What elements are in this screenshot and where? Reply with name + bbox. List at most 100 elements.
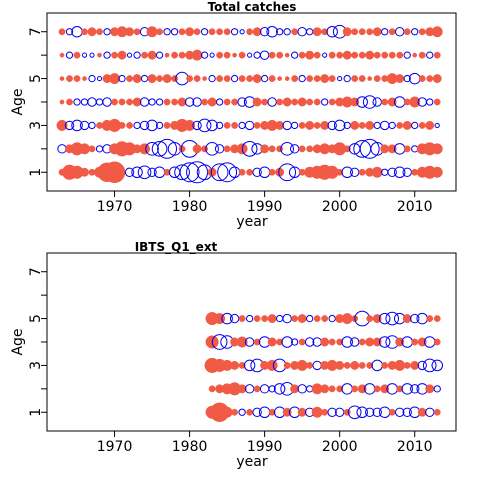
residual-bubble [312, 360, 322, 371]
residual-bubble [206, 119, 218, 132]
residual-bubble [341, 166, 353, 179]
residual-bubble [433, 408, 441, 416]
residual-bubble [171, 51, 178, 59]
residual-bubble [177, 97, 187, 107]
residual-bubble [252, 167, 262, 177]
residual-bubble [163, 168, 171, 176]
residual-bubble [260, 144, 270, 154]
residual-bubble [221, 406, 233, 418]
residual-bubble [139, 120, 150, 131]
residual-bubble [333, 119, 346, 132]
x-axis-label: year [236, 454, 267, 470]
residual-bubble [388, 121, 396, 130]
residual-bubble [215, 121, 224, 130]
residual-bubble [231, 98, 239, 106]
residual-bubble [156, 75, 163, 82]
residual-bubble [356, 96, 368, 108]
residual-bubble [259, 27, 270, 37]
residual-bubble [356, 406, 368, 419]
residual-bubble [118, 98, 126, 106]
residual-bubble [351, 28, 359, 36]
residual-bubble [252, 97, 262, 107]
residual-bubble [209, 52, 215, 58]
residual-bubble [417, 337, 427, 347]
residual-bubble [59, 99, 65, 105]
residual-bubble [422, 358, 437, 373]
residual-bubble [223, 98, 231, 106]
residual-bubble [283, 362, 291, 369]
residual-bubble [80, 98, 89, 106]
residual-bubble [341, 336, 353, 348]
residual-bubble [126, 122, 133, 129]
residual-bubble [126, 98, 133, 106]
residual-bubble [205, 142, 219, 156]
y-tick-label: 7 [28, 267, 44, 276]
residual-bubble [388, 408, 396, 416]
residual-bubble [297, 384, 307, 394]
residual-bubble [312, 27, 322, 37]
residual-bubble [184, 97, 195, 107]
residual-bubble [126, 75, 133, 82]
residual-bubble [321, 28, 329, 36]
residual-bubble [418, 28, 426, 36]
residual-bubble [313, 98, 321, 106]
residual-bubble [178, 145, 186, 153]
residual-bubble [402, 407, 412, 417]
residual-bubble [87, 27, 97, 37]
residual-bubble [313, 122, 321, 129]
residual-bubble [103, 28, 111, 36]
residual-bubble [298, 74, 306, 83]
residual-bubble [322, 52, 328, 58]
residual-bubble [131, 166, 143, 179]
residual-bubble [253, 385, 261, 393]
residual-bubble [170, 28, 179, 36]
y-tick-label: 3 [28, 121, 44, 130]
residual-bubble [201, 145, 208, 153]
residual-bubble [81, 28, 88, 36]
residual-bubble [236, 336, 248, 348]
residual-bubble [425, 407, 435, 417]
residual-bubble [385, 311, 400, 326]
residual-bubble [246, 75, 254, 82]
residual-bubble [282, 97, 292, 107]
residual-bubble [381, 28, 389, 36]
residual-bubble [185, 27, 195, 37]
residual-bubble [238, 168, 246, 176]
residual-bubble [147, 50, 157, 60]
residual-bubble [253, 315, 261, 322]
residual-bubble [275, 28, 284, 36]
residual-bubble [412, 52, 418, 58]
residual-bubble [73, 75, 81, 82]
residual-bubble [387, 167, 397, 177]
residual-bubble [403, 51, 411, 59]
residual-bubble [184, 119, 196, 131]
residual-bubble [432, 74, 442, 84]
chart-title: IBTS_Q1_ext [135, 240, 218, 255]
residual-bubble [246, 28, 254, 36]
residual-bubble [366, 28, 374, 36]
residual-bubble [238, 315, 246, 322]
residual-bubble [343, 362, 351, 369]
residual-bubble [395, 74, 405, 84]
bubble-layer [56, 24, 443, 184]
residual-bubble [297, 314, 307, 324]
residual-bubble [64, 120, 75, 131]
residual-bubble [244, 120, 255, 131]
residual-bubble [237, 97, 247, 107]
residual-bubble [252, 27, 262, 37]
residual-bubble [214, 144, 225, 154]
residual-bubble [276, 98, 284, 106]
residual-bubble [426, 75, 434, 82]
residual-bubble [372, 97, 382, 107]
residual-bubble [208, 28, 216, 36]
residual-bubble [378, 336, 391, 348]
residual-bubble [372, 337, 382, 347]
residual-bubble [171, 98, 178, 106]
x-axis: 1970 1980 1990 2000 2010 [97, 191, 433, 215]
residual-bubble [357, 384, 367, 394]
residual-bubble [320, 384, 330, 394]
residual-bubble [342, 27, 352, 37]
residual-bubble [239, 29, 245, 35]
residual-bubble [151, 140, 168, 157]
residual-bubble [278, 163, 297, 182]
